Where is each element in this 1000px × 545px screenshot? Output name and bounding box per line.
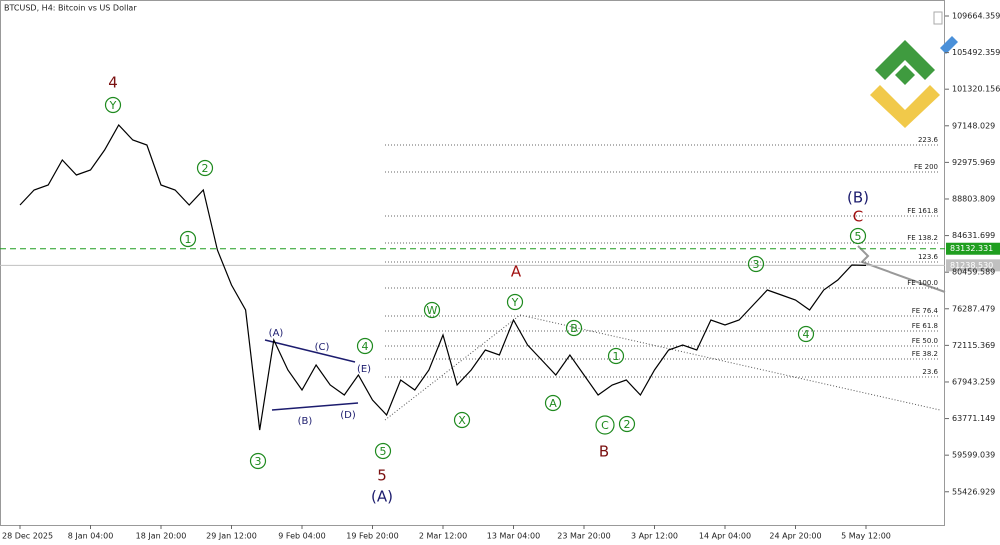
wave-label: Y — [511, 296, 519, 309]
fib-label: FE 200 — [914, 163, 938, 171]
x-tick-label: 24 Apr 20:00 — [769, 532, 821, 541]
fib-label: FE 61.8 — [912, 322, 938, 330]
wave-label: (A) — [269, 328, 284, 339]
y-tick-label: 76287.479 — [952, 304, 995, 313]
x-tick-label: 8 Jan 04:00 — [68, 532, 114, 541]
y-tick-label: 105492.359 — [952, 48, 1000, 57]
x-tick-label: 13 Mar 04:00 — [487, 532, 540, 541]
y-tick-label: 67943.259 — [952, 377, 995, 386]
scroll-button[interactable] — [933, 11, 943, 25]
wave-label: Y — [109, 99, 117, 112]
y-tick-label: 59599.039 — [952, 451, 995, 460]
wave-label: A — [549, 397, 557, 410]
wave-circle — [595, 415, 615, 435]
wave-label: 4 — [803, 328, 810, 341]
wave-label: W — [427, 304, 438, 317]
wave-label: 2 — [202, 162, 209, 175]
wave-label: 3 — [255, 455, 262, 468]
x-tick-label: 28 Dec 2025 — [2, 532, 53, 541]
trend-line — [271, 402, 359, 411]
y-tick-label: 72115.369 — [952, 341, 995, 350]
wave-circle — [849, 227, 867, 245]
wave-label: 2 — [624, 418, 631, 431]
projection-line — [857, 245, 946, 293]
fib-label: 23.6 — [922, 368, 938, 376]
wave-label: 5 — [855, 230, 862, 243]
y-tick-label: 92975.969 — [952, 158, 995, 167]
logo — [870, 36, 958, 128]
price-label: 81238.530 — [950, 261, 993, 270]
wave-circle — [356, 337, 374, 355]
y-tick-label: 63771.149 — [952, 414, 995, 423]
wave-label: 4 — [362, 340, 369, 353]
wave-circle — [544, 394, 562, 412]
wave-label: C — [853, 208, 863, 226]
trend-line — [519, 314, 941, 411]
y-tick-label: 80459.589 — [952, 268, 995, 277]
wave-label: 1 — [185, 233, 192, 246]
x-tick-label: 18 Jan 20:00 — [136, 532, 187, 541]
wave-label: 5 — [377, 467, 387, 485]
wave-label: (A) — [371, 488, 393, 506]
y-tick-label: 97148.029 — [952, 121, 995, 130]
y-tick-label: 88803.809 — [952, 194, 995, 203]
chart-title: BTCUSD, H4: Bitcoin vs US Dollar — [4, 4, 137, 13]
y-tick-label: 101320.156 — [952, 85, 1000, 94]
price-box — [946, 259, 1000, 272]
fib-label: FE 138.2 — [907, 234, 938, 242]
plot-frame — [0, 0, 945, 526]
x-tick-label: 19 Feb 20:00 — [346, 532, 398, 541]
trend-line — [264, 339, 356, 363]
y-tick-label: 109664.359 — [952, 11, 1000, 20]
wave-label: (B) — [847, 189, 869, 207]
wave-label: A — [511, 263, 522, 281]
fib-label: FE 100.0 — [907, 279, 938, 287]
wave-circle — [565, 319, 583, 337]
wave-label: 5 — [380, 445, 387, 458]
y-tick-label: 55426.929 — [952, 487, 995, 496]
x-tick-label: 5 May 12:00 — [841, 532, 891, 541]
wave-label: C — [601, 419, 609, 432]
wave-circle — [179, 230, 197, 248]
wave-circle — [374, 442, 392, 460]
wave-label: 3 — [753, 258, 760, 271]
price-label: 83132.331 — [950, 244, 993, 253]
fib-label: FE 161.8 — [907, 207, 938, 215]
wave-circle — [747, 255, 765, 273]
fib-label: FE 38.2 — [912, 350, 938, 358]
price-box — [946, 242, 1000, 255]
wave-circle — [104, 96, 122, 114]
wave-label: X — [458, 414, 466, 427]
x-tick-label: 14 Apr 04:00 — [699, 532, 751, 541]
wave-label: (B) — [298, 416, 313, 427]
wave-label: B — [599, 443, 609, 461]
fib-label: FE 76.4 — [912, 307, 939, 315]
x-tick-label: 23 Mar 20:00 — [557, 532, 610, 541]
wave-label: B — [570, 322, 578, 335]
wave-label: (C) — [315, 342, 330, 353]
x-tick-label: 2 Mar 12:00 — [419, 532, 467, 541]
x-tick-label: 29 Jan 12:00 — [206, 532, 257, 541]
fib-label: FE 50.0 — [912, 337, 938, 345]
wave-circle — [423, 301, 441, 319]
wave-label: (D) — [340, 410, 356, 421]
y-tick-label: 84631.699 — [952, 231, 995, 240]
x-tick-label: 9 Feb 04:00 — [278, 532, 325, 541]
wave-circle — [618, 415, 636, 433]
wave-circle — [453, 411, 471, 429]
fib-label: 223.6 — [918, 136, 939, 144]
x-tick-label: 3 Apr 12:00 — [631, 532, 678, 541]
wave-label: 1 — [613, 350, 620, 363]
fib-label: 123.6 — [918, 253, 939, 261]
wave-circle — [797, 325, 815, 343]
wave-label: (E) — [357, 364, 371, 375]
wave-circle — [196, 159, 214, 177]
wave-circle — [249, 452, 267, 470]
price-line-series — [19, 123, 867, 431]
wave-circle — [607, 347, 625, 365]
wave-label: 4 — [108, 74, 118, 92]
wave-circle — [506, 293, 524, 311]
